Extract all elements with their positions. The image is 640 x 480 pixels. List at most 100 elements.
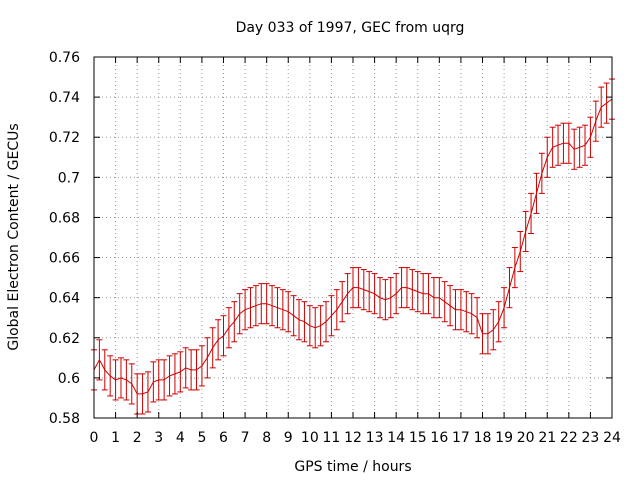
error-bar-point: [150, 361, 157, 403]
error-bar-point: [544, 136, 551, 178]
error-bar-point: [301, 301, 308, 343]
error-bar-point: [479, 313, 486, 355]
x-tick-label: 8: [262, 430, 271, 446]
error-bar-point: [333, 289, 340, 331]
error-bar-point: [452, 289, 459, 331]
x-tick-label: 7: [241, 430, 250, 446]
error-bar-point: [538, 152, 545, 194]
error-bar-point: [161, 359, 168, 401]
axis-ticks: [93, 56, 613, 419]
error-bar-point: [225, 307, 232, 349]
error-bar-point: [495, 301, 502, 343]
x-tick-label: 2: [133, 430, 142, 446]
error-bar-point: [549, 126, 556, 168]
error-bar-point: [101, 349, 108, 391]
error-bar-point: [247, 287, 254, 329]
error-bar-point: [231, 301, 238, 343]
error-bar-point: [204, 337, 211, 379]
error-bar-point: [517, 230, 524, 273]
error-bar-point: [474, 297, 481, 339]
error-bar-point: [468, 293, 475, 335]
error-bar-point: [490, 309, 497, 351]
error-bar-point: [571, 128, 578, 170]
error-bar-point: [398, 267, 405, 309]
error-bar-point: [328, 295, 335, 337]
error-bar-point: [528, 192, 535, 234]
error-bar-point: [387, 277, 394, 319]
error-bar-point: [123, 359, 130, 401]
error-bar-point: [177, 351, 184, 393]
error-bar-point: [603, 82, 610, 124]
error-bar-point: [96, 339, 103, 381]
error-bar-point: [317, 305, 324, 347]
error-bar-point: [441, 281, 448, 323]
error-bar-point: [182, 347, 189, 389]
error-bar-point: [112, 359, 119, 401]
y-tick-label: 0.68: [49, 210, 80, 226]
error-bar-point: [209, 327, 216, 369]
y-tick-label: 0.7: [58, 170, 80, 186]
error-bar-point: [360, 269, 367, 311]
error-bar-point: [371, 273, 378, 315]
error-bar-point: [296, 299, 303, 341]
error-bar-point: [463, 291, 470, 333]
y-tick-label: 0.58: [49, 411, 80, 427]
error-bar-point: [215, 319, 222, 361]
error-bar-point: [555, 124, 562, 166]
error-bar-point: [285, 291, 292, 333]
error-bar-point: [576, 126, 583, 168]
error-bar-point: [511, 247, 518, 289]
error-bar-point: [252, 285, 259, 327]
x-tick-label: 5: [197, 430, 206, 446]
y-tick-label: 0.72: [49, 130, 80, 146]
error-bar-point: [560, 122, 567, 164]
x-tick-label: 21: [538, 430, 556, 446]
error-bar-point: [128, 363, 135, 405]
x-tick-label: 11: [323, 430, 341, 446]
x-tick-label: 4: [176, 430, 185, 446]
y-tick-labels: 0.58 0.6 0.62 0.64 0.66 0.68 0.7 0.72 0.74 0.76: [49, 50, 80, 427]
y-tick-label: 0.76: [49, 50, 80, 66]
error-bar-point: [193, 349, 200, 391]
y-tick-label: 0.74: [49, 90, 80, 106]
error-bar-point: [139, 373, 146, 415]
error-bar-point: [279, 289, 286, 331]
error-bar-point: [258, 283, 265, 325]
error-bar-point: [117, 357, 124, 399]
error-bar-point: [447, 285, 454, 327]
y-axis-label: Global Electron Content / GECUs: [6, 123, 22, 350]
y-tick-label: 0.62: [49, 331, 80, 347]
x-tick-label: 24: [603, 430, 621, 446]
error-bar-point: [420, 273, 427, 315]
error-bar-point: [484, 313, 491, 355]
y-tick-label: 0.6: [58, 371, 80, 387]
x-tick-label: 20: [517, 430, 535, 446]
x-tick-label: 19: [495, 430, 513, 446]
error-bar-point: [242, 289, 249, 331]
grid-lines: [94, 57, 612, 418]
x-tick-label: 9: [284, 430, 293, 446]
y-tick-label: 0.66: [49, 251, 80, 267]
x-tick-label: 22: [560, 430, 578, 446]
error-bar-point: [274, 287, 281, 329]
x-tick-label: 13: [366, 430, 384, 446]
error-bar-point: [188, 349, 195, 391]
error-bar-point: [506, 267, 513, 309]
error-bar-point: [263, 283, 270, 325]
x-tick-label: 10: [301, 430, 319, 446]
error-bar-point: [533, 172, 540, 214]
x-tick-label: 3: [154, 430, 163, 446]
error-bar-point: [582, 124, 589, 166]
error-bar-point: [306, 305, 313, 347]
y-tick-label: 0.64: [49, 291, 80, 307]
x-tick-label: 0: [90, 430, 99, 446]
x-axis-label: GPS time / hours: [294, 459, 411, 475]
error-bar-point: [457, 289, 464, 331]
x-tick-label: 18: [474, 430, 492, 446]
error-bar-point: [409, 269, 416, 311]
error-bar-point: [350, 267, 356, 309]
error-bar-point: [522, 210, 529, 253]
error-bar-point: [425, 273, 432, 315]
